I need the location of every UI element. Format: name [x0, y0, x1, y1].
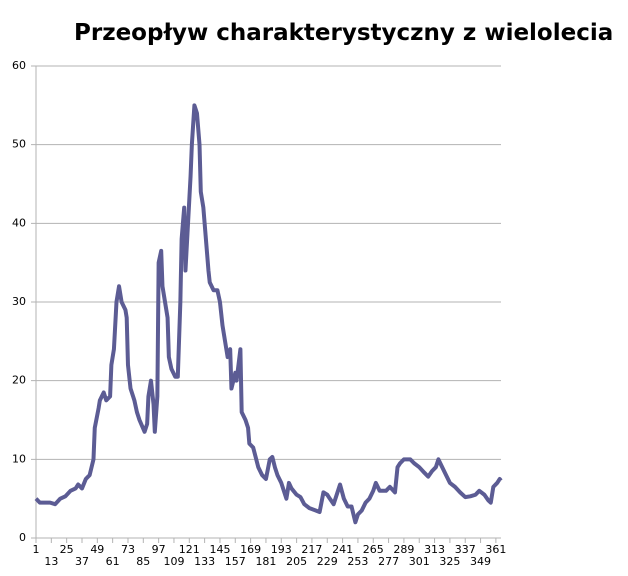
x-tick-label: 205 — [286, 555, 307, 568]
x-tick-label: 325 — [439, 555, 460, 568]
x-tick-label: 349 — [470, 555, 491, 568]
chart-title: Przeopływ charakterystyczny z wielolecia — [74, 20, 613, 46]
x-tick-label: 289 — [393, 543, 414, 556]
x-tick-label: 217 — [301, 543, 322, 556]
x-tick-label: 133 — [194, 555, 215, 568]
x-tick-label: 265 — [363, 543, 384, 556]
x-tick-label: 109 — [163, 555, 184, 568]
x-tick-label: 121 — [179, 543, 200, 556]
x-tick-label: 61 — [106, 555, 120, 568]
x-tick-label: 301 — [409, 555, 430, 568]
y-tick-label: 40 — [12, 216, 26, 229]
y-tick-label: 10 — [12, 452, 26, 465]
x-tick-label: 13 — [44, 555, 58, 568]
x-tick-label: 73 — [121, 543, 135, 556]
x-tick-label: 361 — [485, 543, 506, 556]
x-tick-label: 37 — [75, 555, 89, 568]
y-tick-label: 50 — [12, 138, 26, 151]
y-tick-label: 20 — [12, 374, 26, 387]
x-tick-label: 169 — [240, 543, 261, 556]
y-tick-label: 60 — [12, 59, 26, 72]
x-tick-label: 241 — [332, 543, 353, 556]
y-tick-label: 0 — [19, 531, 26, 544]
x-tick-label: 85 — [136, 555, 150, 568]
x-tick-label: 1 — [33, 543, 40, 556]
data-line — [34, 103, 503, 525]
x-tick-label: 253 — [347, 555, 368, 568]
x-tick-label: 49 — [90, 543, 104, 556]
x-tick-label: 145 — [209, 543, 230, 556]
x-tick-label: 313 — [424, 543, 445, 556]
x-tick-label: 25 — [60, 543, 74, 556]
y-tick-label: 30 — [12, 295, 26, 308]
x-tick-label: 277 — [378, 555, 399, 568]
x-tick-label: 181 — [255, 555, 276, 568]
x-tick-label: 337 — [455, 543, 476, 556]
x-tick-label: 157 — [225, 555, 246, 568]
x-tick-label: 229 — [317, 555, 338, 568]
x-tick-label: 97 — [152, 543, 166, 556]
x-tick-label: 193 — [271, 543, 292, 556]
